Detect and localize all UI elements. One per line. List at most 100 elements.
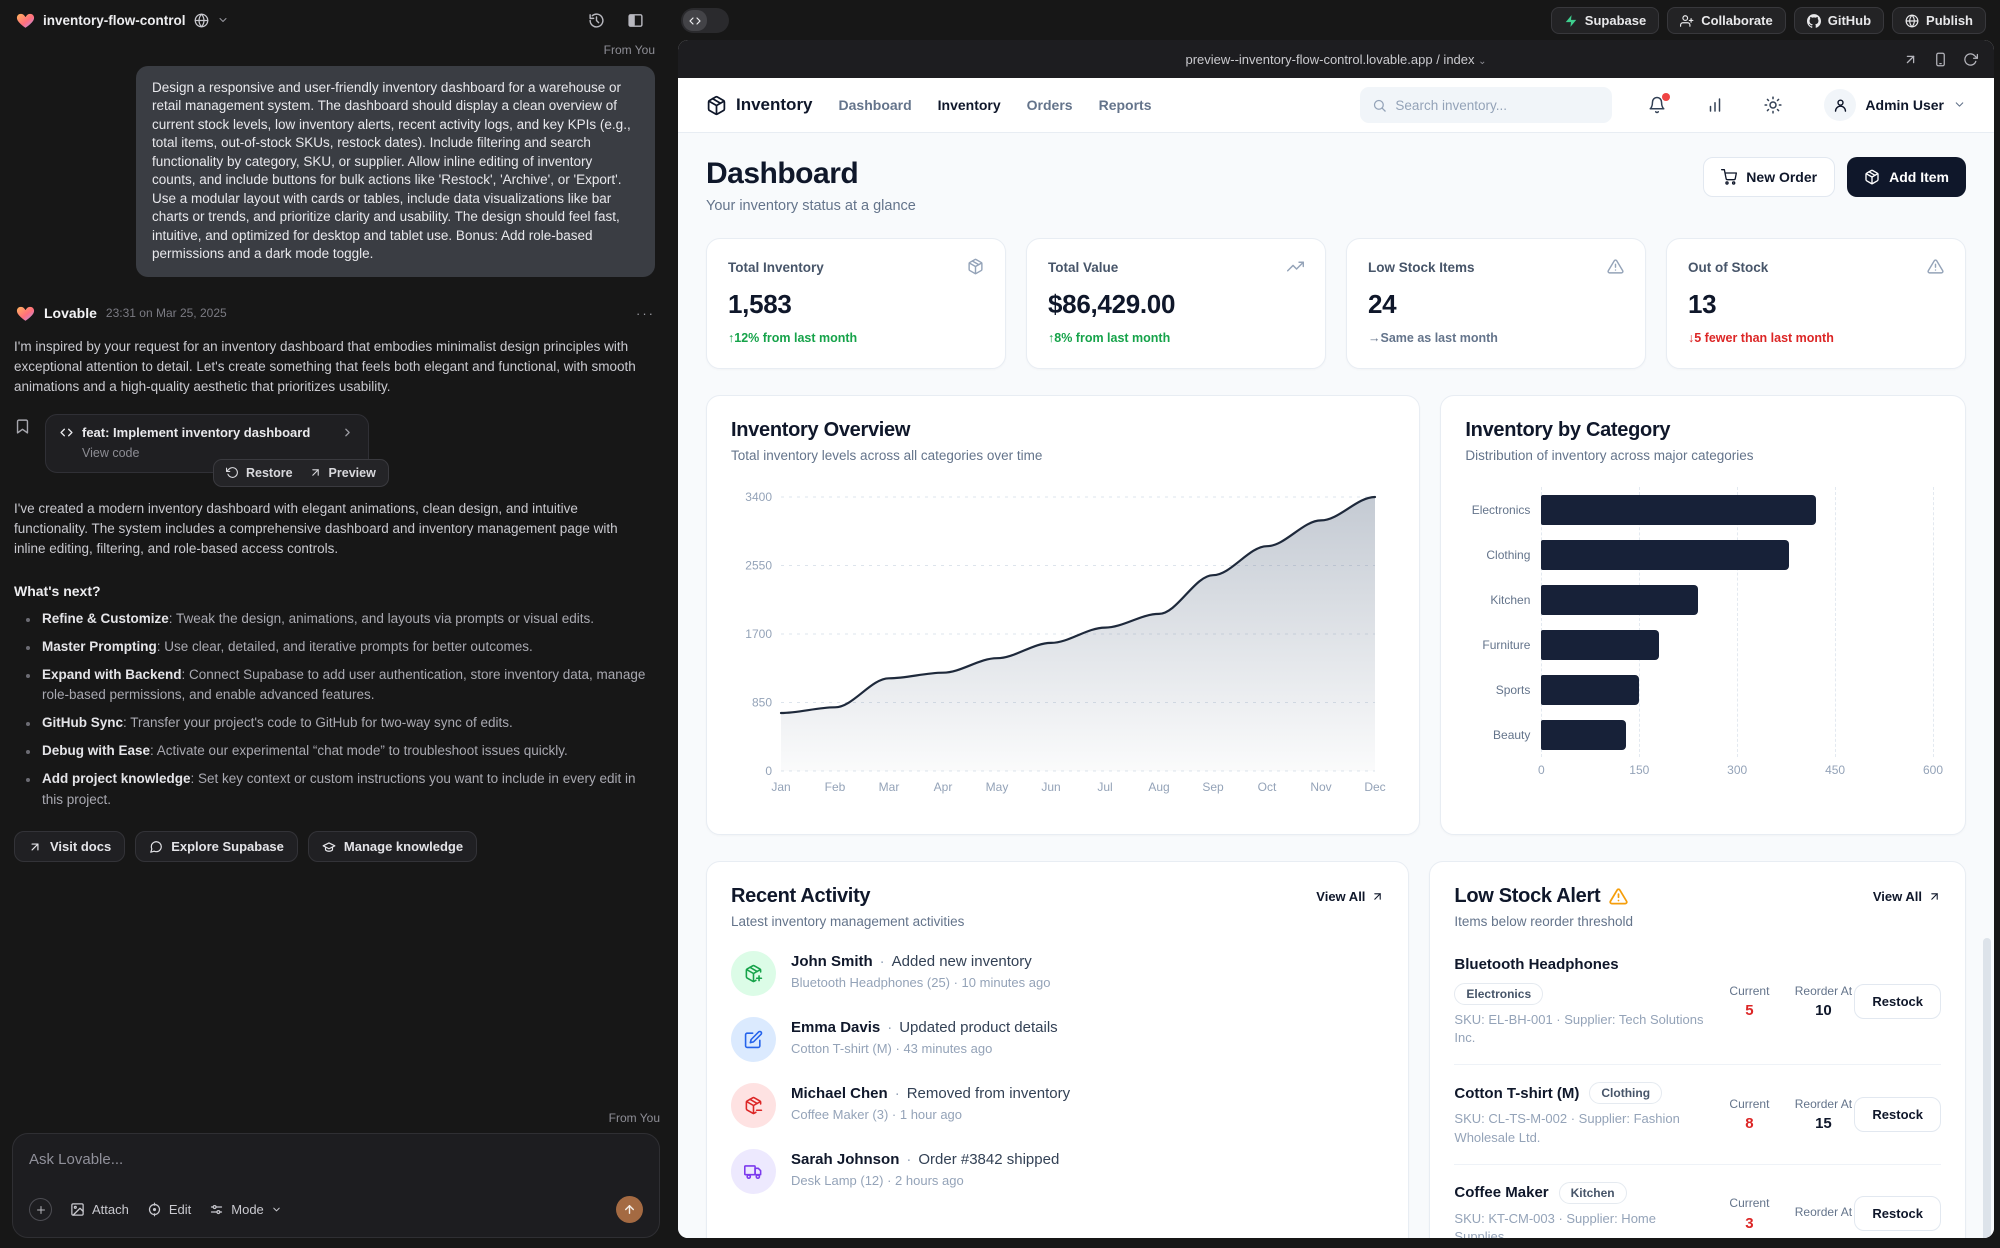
- search-icon: [1372, 98, 1387, 113]
- notifications-button[interactable]: [1648, 93, 1671, 114]
- history-icon[interactable]: [588, 12, 605, 29]
- user-menu[interactable]: Admin User: [1824, 89, 1966, 121]
- activity-row[interactable]: Michael Chen · Removed from inventory Coff…: [731, 1083, 1384, 1128]
- restock-button[interactable]: Restock: [1854, 1196, 1941, 1232]
- new-order-button[interactable]: New Order: [1703, 157, 1836, 197]
- preview-scrollbar[interactable]: [1983, 938, 1991, 1238]
- message-menu-button[interactable]: ···: [636, 305, 655, 321]
- chat-input-placeholder[interactable]: Ask Lovable...: [29, 1151, 124, 1168]
- lovable-heart-icon: [16, 11, 35, 30]
- svg-text:Jan: Jan: [771, 780, 790, 794]
- search-placeholder: Search inventory...: [1395, 97, 1507, 113]
- app-top-bar: inventory-flow-control Supabase Collabor…: [0, 0, 2000, 40]
- collaborate-label: Collaborate: [1701, 13, 1773, 28]
- visit-docs-button[interactable]: Visit docs: [14, 831, 126, 863]
- view-all-link[interactable]: View All: [1316, 889, 1384, 904]
- whats-next-heading: What's next?: [14, 582, 101, 599]
- edit-button[interactable]: Edit: [147, 1202, 191, 1217]
- bar-axis-ticks: 0 150 300 450 600: [1538, 763, 1944, 777]
- restock-button[interactable]: Restock: [1854, 984, 1941, 1020]
- attach-button[interactable]: Attach: [70, 1202, 129, 1217]
- preview-pane: preview--inventory-flow-control.lovable.…: [678, 40, 1994, 1238]
- image-icon: [70, 1202, 85, 1217]
- activity-row[interactable]: John Smith · Added new inventory Bluetooth…: [731, 951, 1384, 996]
- assistant-name: Lovable: [44, 305, 97, 322]
- section-subtitle: Items below reorder threshold: [1454, 914, 1634, 929]
- search-input[interactable]: Search inventory...: [1360, 87, 1613, 123]
- commit-card[interactable]: feat: Implement inventory dashboard View…: [45, 413, 369, 473]
- chat-bubble-icon: [149, 840, 163, 854]
- activity-row[interactable]: Sarah Johnson · Order #3842 shipped Desk L…: [731, 1149, 1384, 1194]
- bookmark-icon[interactable]: [14, 418, 31, 473]
- bar-grid: [1541, 487, 1934, 757]
- bar-row: Furniture: [1482, 622, 1941, 667]
- chart-title: Inventory by Category: [1465, 419, 1671, 441]
- explore-supabase-button[interactable]: Explore Supabase: [135, 831, 298, 863]
- whats-next-list: Refine & Customize: Tweak the design, an…: [14, 609, 655, 811]
- bar[interactable]: [1541, 719, 1627, 750]
- from-you-label: From You: [603, 43, 655, 57]
- supabase-button[interactable]: Supabase: [1550, 7, 1660, 34]
- github-button[interactable]: GitHub: [1793, 7, 1885, 34]
- view-all-link[interactable]: View All: [1873, 889, 1941, 904]
- chat-input-box[interactable]: Ask Lovable... Attach Edit Mode: [12, 1133, 660, 1238]
- preview-button[interactable]: Preview: [309, 466, 376, 480]
- low-stock-row: Bluetooth Headphones Electronics SKU: EL…: [1454, 939, 1941, 1066]
- low-stock-row: Coffee Maker Kitchen SKU: KT-CM-003 · Su…: [1454, 1165, 1941, 1238]
- code-icon: [689, 15, 701, 27]
- nav-orders[interactable]: Orders: [1026, 97, 1073, 113]
- nav-reports[interactable]: Reports: [1098, 97, 1152, 113]
- view-code-link[interactable]: View code: [82, 445, 140, 460]
- sun-icon: [1764, 96, 1782, 114]
- bar-category-label: Furniture: [1482, 637, 1531, 652]
- supabase-label: Supabase: [1584, 13, 1647, 28]
- page-subtitle: Your inventory status at a glance: [706, 198, 916, 214]
- bar[interactable]: [1541, 674, 1640, 705]
- restore-button[interactable]: Restore: [226, 466, 293, 480]
- bar-row: Sports: [1496, 667, 1941, 712]
- dashboard-app: Inventory Dashboard Inventory Orders Rep…: [678, 78, 1994, 1238]
- kpi-card-total-value: Total Value $86,429.00 ↑8% from last mon…: [1026, 238, 1326, 369]
- from-you-label: From You: [608, 1111, 660, 1125]
- preview-browser-chrome: preview--inventory-flow-control.lovable.…: [678, 40, 1994, 78]
- bar[interactable]: [1541, 584, 1699, 615]
- send-button[interactable]: [616, 1196, 643, 1223]
- nav-dashboard[interactable]: Dashboard: [838, 97, 912, 113]
- svg-text:May: May: [986, 780, 1009, 794]
- alert-triangle-icon: [1609, 887, 1628, 906]
- restore-preview-pill: Restore Preview: [213, 458, 389, 487]
- commit-title: feat: Implement inventory dashboard: [82, 424, 311, 440]
- published-globe-icon: [194, 13, 209, 28]
- smartphone-icon[interactable]: [1933, 52, 1948, 67]
- kpi-value: 13: [1688, 289, 1717, 319]
- add-item-button[interactable]: Add Item: [1847, 157, 1966, 197]
- preview-url[interactable]: preview--inventory-flow-control.lovable.…: [1185, 51, 1487, 67]
- list-item: Refine & Customize: Tweak the design, an…: [14, 609, 655, 630]
- brand[interactable]: Inventory: [706, 95, 813, 116]
- bar[interactable]: [1541, 494, 1816, 525]
- manage-knowledge-button[interactable]: Manage knowledge: [307, 831, 478, 863]
- publish-button[interactable]: Publish: [1892, 7, 1986, 34]
- kpi-delta: ↑8% from last month: [1048, 331, 1171, 345]
- dashboard-navbar: Inventory Dashboard Inventory Orders Rep…: [678, 78, 1994, 133]
- collaborate-button[interactable]: Collaborate: [1667, 7, 1786, 34]
- analytics-button[interactable]: [1706, 96, 1724, 114]
- refresh-icon[interactable]: [1963, 52, 1978, 67]
- kpi-delta: ↑12% from last month: [728, 331, 858, 345]
- activity-row[interactable]: Emma Davis · Updated product details Cotto…: [731, 1017, 1384, 1062]
- bar-row: Clothing: [1486, 532, 1941, 577]
- sliders-icon: [209, 1202, 224, 1217]
- restock-button[interactable]: Restock: [1854, 1097, 1941, 1133]
- open-external-icon[interactable]: [1903, 52, 1918, 67]
- bar[interactable]: [1541, 629, 1659, 660]
- theme-toggle-button[interactable]: [1764, 96, 1782, 114]
- code-mode-toggle[interactable]: [681, 8, 729, 33]
- bar[interactable]: [1541, 539, 1790, 570]
- mode-dropdown[interactable]: Mode: [209, 1202, 282, 1217]
- toggle-sidebar-icon[interactable]: [627, 12, 644, 29]
- category-badge: Clothing: [1589, 1082, 1663, 1105]
- add-button[interactable]: [29, 1198, 52, 1221]
- project-menu[interactable]: inventory-flow-control: [0, 11, 229, 30]
- nav-inventory[interactable]: Inventory: [937, 97, 1001, 113]
- target-icon: [147, 1202, 162, 1217]
